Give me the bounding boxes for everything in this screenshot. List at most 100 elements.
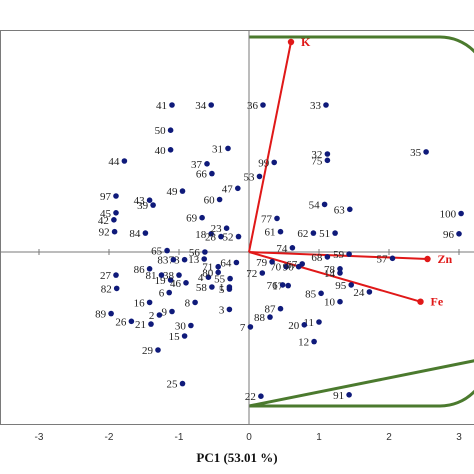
sample-point [346, 392, 352, 398]
sample-point [192, 299, 198, 306]
sample-point-label: 72 [246, 268, 257, 280]
sample-point-label: 46 [170, 278, 182, 290]
sample-point-label: 47 [222, 183, 234, 195]
sample-point [233, 259, 240, 266]
sample-point-label: 8 [185, 297, 191, 309]
sample-point-label: 23 [211, 223, 223, 235]
sample-point-label: 25 [167, 379, 179, 391]
sample-point-label: 76 [267, 280, 279, 292]
sample-point-label: 54 [309, 199, 321, 211]
sample-point-label: 7 [240, 322, 246, 334]
sample-point [283, 263, 289, 270]
sample-point [113, 193, 119, 199]
sample-point [169, 102, 175, 108]
sample-point-label: 24 [353, 287, 365, 299]
sample-point [258, 393, 264, 400]
sample-point [226, 286, 233, 292]
sample-point-label: 9 [162, 307, 168, 319]
sample-point-label: 96 [443, 229, 455, 241]
sample-point [337, 266, 343, 272]
sample-point-label: 13 [188, 254, 200, 266]
sample-point [146, 266, 153, 272]
x-tick-label: 1 [316, 432, 322, 443]
sample-point-label: 81 [146, 270, 157, 282]
plot-frame [0, 30, 474, 425]
loading-vector-tip [287, 38, 295, 46]
sample-point-label: 41 [156, 100, 167, 112]
sample-point [204, 161, 210, 167]
sample-point [285, 282, 292, 289]
sample-point-label: 43 [134, 195, 146, 207]
x-axis-title: PC1 (53.01 %) [196, 450, 277, 465]
sample-point [209, 284, 215, 290]
sample-point [179, 380, 186, 387]
loading-vector-label: Zn [438, 252, 453, 266]
x-tick-label: 2 [386, 432, 392, 443]
sample-point-label: 56 [189, 247, 201, 259]
sample-point [310, 230, 317, 236]
sample-point [169, 308, 175, 315]
sample-point-label: 53 [244, 171, 256, 183]
sample-point [324, 157, 331, 164]
sample-point [324, 151, 331, 157]
sample-point-label: 69 [186, 213, 198, 225]
sample-point [166, 289, 172, 296]
sample-point-label: 60 [204, 195, 216, 207]
sample-point-label: 78 [324, 264, 336, 276]
sample-point [389, 255, 396, 262]
sample-point-label: 17 [272, 281, 284, 293]
sample-point [205, 274, 212, 281]
sample-point-label: 82 [101, 283, 112, 295]
sample-point-label: 70 [270, 262, 282, 274]
sample-point-label: 84 [129, 228, 141, 240]
sample-point [423, 149, 429, 155]
sample-point-label: 95 [335, 280, 347, 292]
sample-point [347, 206, 353, 213]
sample-point-label: 22 [245, 391, 256, 403]
sample-point-label: 36 [247, 100, 259, 112]
sample-point-label: 87 [265, 304, 277, 316]
sample-point-label: 27 [100, 270, 112, 282]
sample-point-label: 71 [202, 262, 213, 274]
sample-point [348, 282, 355, 288]
sample-point [121, 158, 128, 164]
sample-point-label: 19 [155, 275, 167, 287]
sample-point-label: 63 [334, 204, 346, 216]
sample-point [148, 321, 154, 327]
x-tick-label: 0 [246, 432, 252, 443]
sample-point [199, 214, 205, 221]
sample-point-label: 33 [310, 100, 322, 112]
sample-point-label: 100 [440, 209, 457, 221]
sample-point [146, 197, 153, 203]
sample-point-label: 39 [137, 200, 149, 212]
loading-vector-zn [248, 251, 428, 260]
sample-point [218, 233, 224, 240]
sample-point-label: 91 [333, 390, 344, 402]
sample-point-label: 75 [311, 155, 323, 167]
sample-point-label: 16 [134, 297, 146, 309]
sample-point [201, 256, 207, 262]
sample-point [256, 173, 263, 180]
sample-point [223, 225, 230, 231]
sample-point-label: 14 [324, 268, 336, 280]
sample-point-label: 86 [134, 264, 146, 276]
sample-point-label: 5 [219, 284, 225, 296]
sample-point-label: 12 [298, 337, 309, 349]
sample-point-label: 77 [261, 213, 273, 225]
sample-point-label: 37 [191, 159, 203, 171]
sample-point-label: 18 [195, 229, 207, 241]
sample-point [183, 280, 189, 286]
loading-vector-label: Fe [431, 295, 444, 309]
sample-point-label: 42 [98, 215, 109, 227]
sample-point-label: 4 [198, 272, 204, 284]
sample-point [247, 324, 254, 330]
sample-point-label: 62 [297, 228, 308, 240]
sample-point [366, 289, 373, 295]
loading-vector-label: K [301, 35, 311, 49]
sample-point-label: 40 [155, 145, 167, 157]
sample-point [458, 210, 464, 217]
sample-point [128, 318, 135, 325]
sample-point [301, 322, 308, 328]
highlight-region [248, 35, 474, 408]
